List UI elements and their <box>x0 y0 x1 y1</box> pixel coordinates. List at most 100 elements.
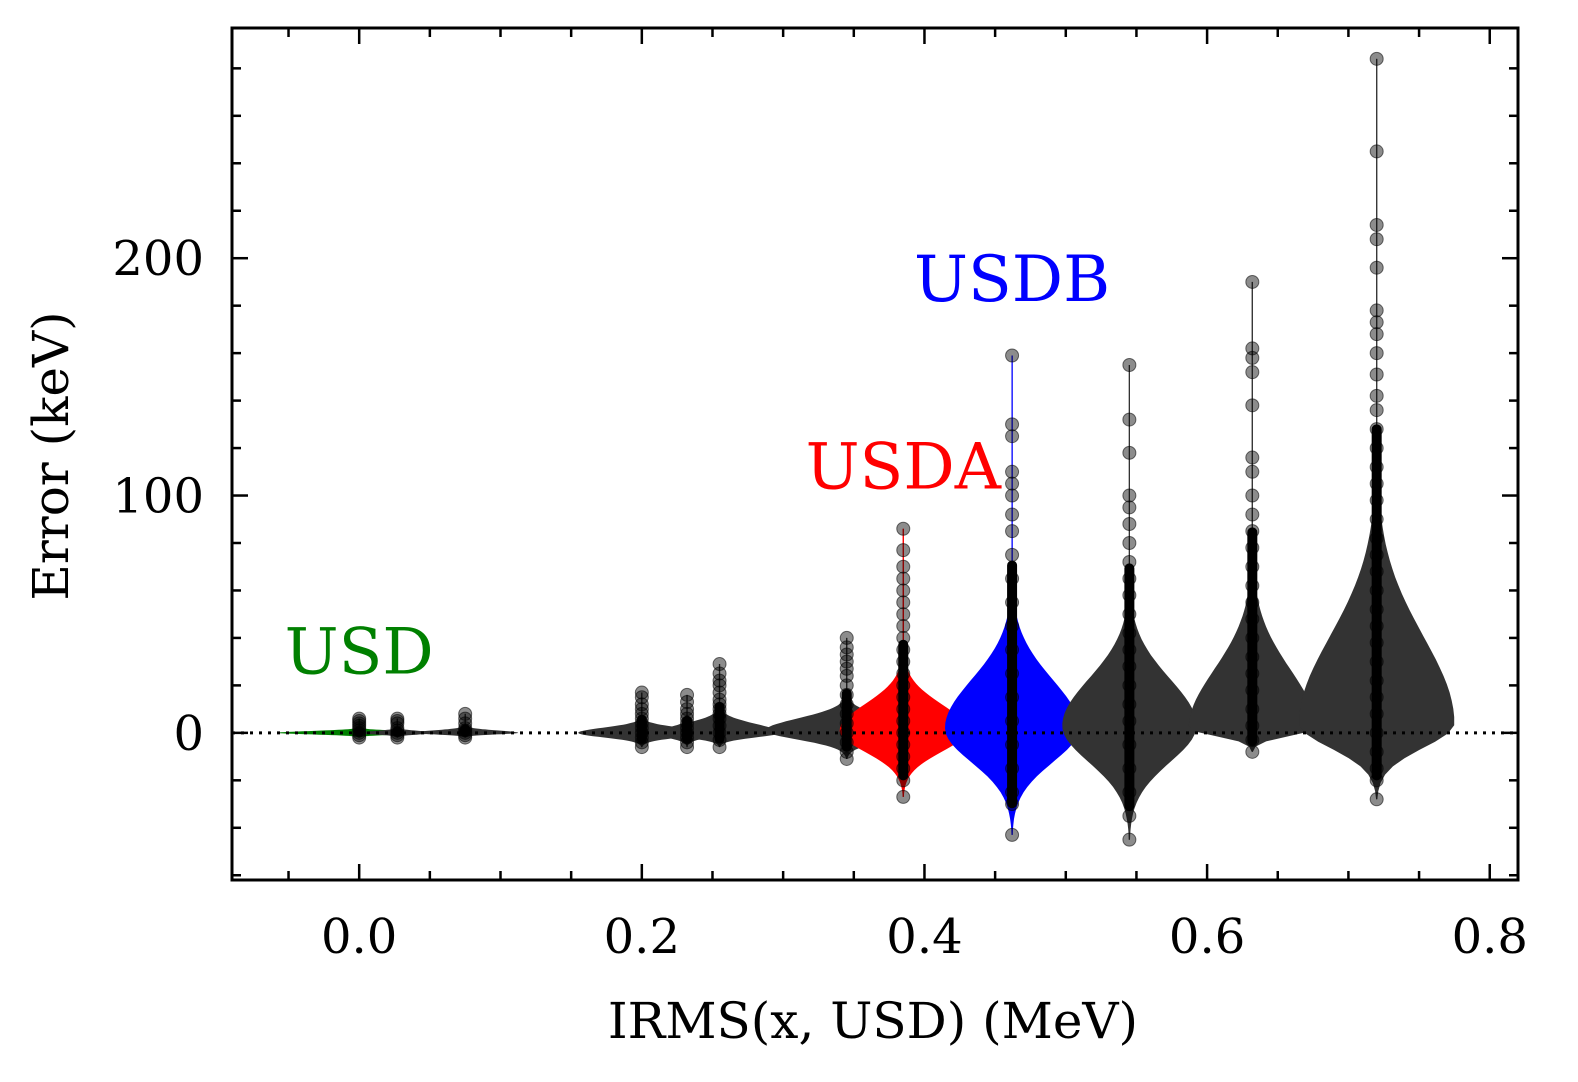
violin-9-point-18 <box>1122 761 1137 776</box>
violin-11-point-21 <box>1369 583 1384 598</box>
violin-0-point-8 <box>352 713 367 728</box>
violin-8-point-14 <box>1005 690 1020 705</box>
violin-8-point-cluster <box>1007 560 1018 809</box>
violin-3-point-11 <box>634 740 649 755</box>
violin-8-point-12 <box>1005 642 1020 657</box>
violin-10-point-12 <box>1245 578 1260 593</box>
violin-9-point-0 <box>1122 358 1137 373</box>
violin-6-point-13 <box>839 744 854 759</box>
violin-8-point-18 <box>1005 785 1020 800</box>
violin-2-point-1 <box>458 711 473 726</box>
violin-7-point-15 <box>896 713 911 728</box>
violin-8-point-4 <box>1005 476 1020 491</box>
violin-10-point-17 <box>1245 666 1260 681</box>
violin-11-point-23 <box>1369 619 1384 634</box>
violin-10-point-2 <box>1245 350 1260 365</box>
violin-9-point-15 <box>1122 697 1137 712</box>
violin-11-point-19 <box>1369 547 1384 562</box>
y-tick-label-2: 200 <box>112 231 204 287</box>
violin-10-point-20 <box>1245 718 1260 733</box>
annotation-usd: USD <box>285 616 434 690</box>
violin-9-point-12 <box>1122 642 1137 657</box>
violin-10-point-6 <box>1245 464 1260 479</box>
violin-7-point-12 <box>896 678 911 693</box>
violin-8-point-5 <box>1005 488 1020 503</box>
violin-11-point-16 <box>1369 493 1384 508</box>
violin-8-point-3 <box>1005 464 1020 479</box>
violin-3-point-1 <box>634 690 649 705</box>
violin-10-point-1 <box>1245 341 1260 356</box>
y-tick-label-1: 100 <box>112 469 204 525</box>
violin-4-point-10 <box>680 740 695 755</box>
violin-10-point-15 <box>1245 630 1260 645</box>
violin-11-point-25 <box>1369 654 1384 669</box>
violin-3-point-0 <box>634 685 649 700</box>
violin-10-point-7 <box>1245 488 1260 503</box>
violin-7-point-18 <box>896 749 911 764</box>
violin-10-point-19 <box>1245 702 1260 717</box>
violin-5-point-6 <box>712 697 727 712</box>
x-tick-label-2: 0.4 <box>886 909 962 965</box>
violin-7-point-0 <box>896 521 911 536</box>
violin-5-point-4 <box>712 685 727 700</box>
violin-1-point-7 <box>390 713 405 728</box>
violin-9-point-4 <box>1122 500 1137 515</box>
violin-1-point-6 <box>390 730 405 745</box>
violin-9-point-10 <box>1122 607 1137 622</box>
violin-6-point-5 <box>839 668 854 683</box>
violin-11-point-2 <box>1369 217 1384 232</box>
violin-10-point-16 <box>1245 649 1260 664</box>
violin-7-point-19 <box>896 761 911 776</box>
violin-8-point-7 <box>1005 524 1020 539</box>
violin-6-point-2 <box>839 647 854 662</box>
annotations-layer: USD USDA USDB <box>285 243 1111 690</box>
violin-7-point-5 <box>896 595 911 610</box>
violin-0-point-7 <box>352 730 367 745</box>
violin-9-point-2 <box>1122 445 1137 460</box>
x-tick-label-0: 0.0 <box>321 909 397 965</box>
violin-8-point-1 <box>1005 417 1020 432</box>
violin-8-point-19 <box>1005 797 1020 812</box>
violin-7-point-cluster <box>898 639 909 781</box>
violin-5-point-13 <box>712 740 727 755</box>
violin-11-point-31 <box>1369 761 1384 776</box>
violin-10-point-22 <box>1245 744 1260 759</box>
violin-7-point-1 <box>896 543 911 558</box>
violin-9-point-11 <box>1122 626 1137 641</box>
violin-8-point-16 <box>1005 737 1020 752</box>
violin-10-point-0 <box>1245 274 1260 289</box>
annotation-usda: USDA <box>806 430 1002 504</box>
violin-7-point-7 <box>896 619 911 634</box>
violin-3-point-2 <box>634 697 649 712</box>
violin-7-point-17 <box>896 737 911 752</box>
violin-11-point-5 <box>1369 303 1384 318</box>
x-tick-label-1: 0.2 <box>604 909 680 965</box>
points-layer <box>352 51 1384 847</box>
violin-10-point-10 <box>1245 540 1260 555</box>
violin-11-point-28 <box>1369 706 1384 721</box>
violin-4-point-4 <box>680 711 695 726</box>
y-axis-label: Error (keV) <box>22 311 80 600</box>
violin-10-point-9 <box>1245 524 1260 539</box>
violin-4-point-5 <box>680 716 695 731</box>
violin-9-point-7 <box>1122 554 1137 569</box>
violin-5-point-9 <box>712 711 727 726</box>
violin-6-point-12 <box>839 735 854 750</box>
violin-10-point-5 <box>1245 450 1260 465</box>
violin-6-point-6 <box>839 678 854 693</box>
violin-10-point-13 <box>1245 595 1260 610</box>
violin-7-point-4 <box>896 583 911 598</box>
x-axis-label: IRMS(x, USD) (MeV) <box>608 992 1138 1050</box>
violin-7-point-20 <box>896 773 911 788</box>
violin-9-point-6 <box>1122 535 1137 550</box>
violin-3-point-5 <box>634 711 649 726</box>
violin-11-point-14 <box>1369 460 1384 475</box>
violin-7-point-6 <box>896 607 911 622</box>
violin-7-point-21 <box>896 789 911 804</box>
violin-4-point-1 <box>680 695 695 710</box>
violin-11-point-8 <box>1369 346 1384 361</box>
violin-8-point-0 <box>1005 348 1020 363</box>
violin-5-point-2 <box>712 673 727 688</box>
violin-6-point-14 <box>839 751 854 766</box>
violin-11-point-33 <box>1369 792 1384 807</box>
